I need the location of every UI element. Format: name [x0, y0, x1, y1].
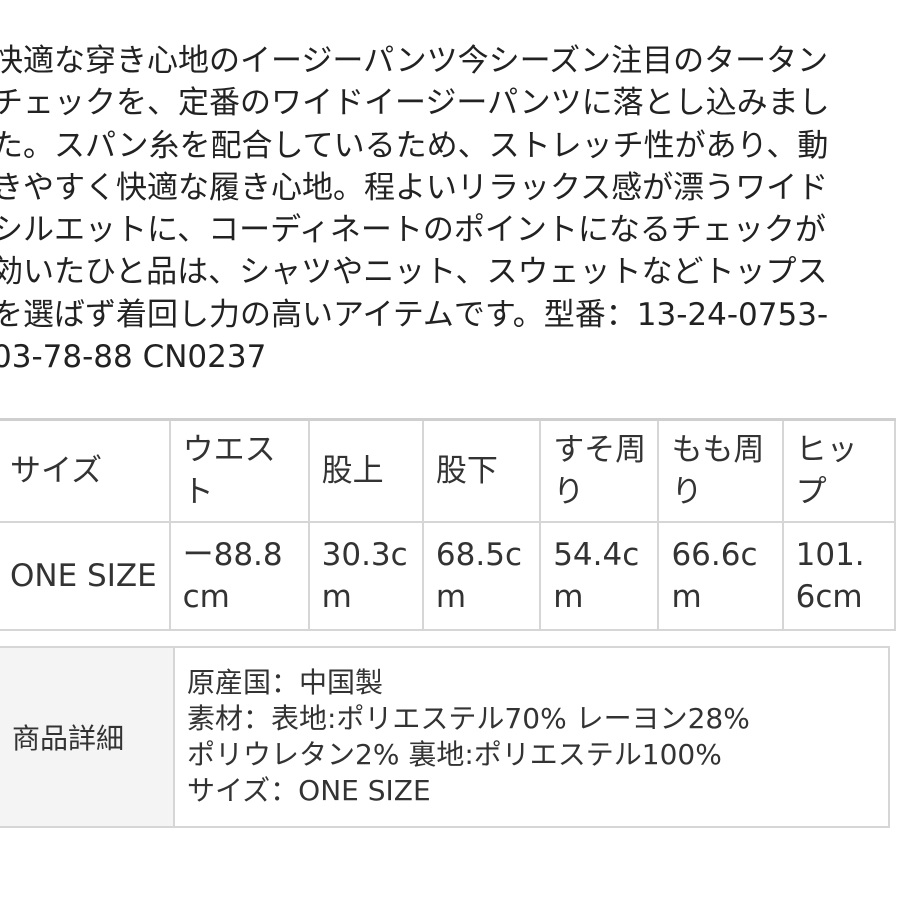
size-table: サイズ ウエスト 股上 股下 すそ周り もも周り ヒップ ONE SIZE ー88.8cm 30.… — [0, 418, 897, 631]
data-cell: 101.6cm — [781, 521, 897, 631]
description-line: シルエットに、コーディネートのポイントになるチェックが — [0, 212, 826, 249]
detail-row: 商品詳細 原産国：中国製 素材：表地:ポリエステル70% レーヨン28% ポリウレタ… — [0, 646, 890, 828]
data-cell: ONE SIZE — [0, 521, 171, 631]
header-cell: サイズ — [0, 418, 171, 523]
description-line: きやすく快適な履き心地。程よいリラックス感が漂うワイド — [0, 169, 829, 206]
header-row: サイズ ウエスト 股上 股下 すそ周り もも周り ヒップ — [0, 418, 897, 523]
data-cell: 54.4cm — [539, 521, 660, 631]
detail-table: 商品詳細 原産国：中国製 素材：表地:ポリエステル70% レーヨン28% ポリウレタ… — [0, 646, 890, 828]
data-cell: 30.3cm — [307, 521, 424, 631]
detail-content: 原産国：中国製 素材：表地:ポリエステル70% レーヨン28% ポリウレタン2% 裏… — [173, 646, 890, 828]
description-line: チェックを、定番のワイドイージーパンツに落とし込みまし — [0, 85, 830, 122]
description-line: 03-78-88 CN0237 — [0, 339, 267, 376]
data-cell: ー88.8cm — [168, 521, 310, 631]
detail-line: 原産国：中国製 — [187, 666, 384, 699]
description-line: を選ばず着回し力の高いアイテムです。型番：13-24-0753- — [0, 296, 829, 333]
header-cell: ウエスト — [168, 418, 310, 523]
description: 快適な穿き心地のイージーパンツ今シーズン注目のタータン チェックを、定番のワイドイ… — [0, 40, 900, 378]
detail-label: 商品詳細 — [0, 646, 175, 828]
header-cell: ヒップ — [781, 418, 897, 523]
header-cell: すそ周り — [539, 418, 660, 523]
data-row: ONE SIZE ー88.8cm 30.3cm 68.5cm 54.4cm 66.6cm 1… — [0, 521, 897, 631]
detail-line: ポリウレタン2% 裏地:ポリエステル100% — [187, 738, 722, 771]
header-cell: 股上 — [307, 418, 424, 523]
data-cell: 68.5cm — [421, 521, 542, 631]
detail-line: サイズ：ONE SIZE — [187, 774, 431, 807]
header-cell: もも周り — [657, 418, 784, 523]
detail-line: 素材：表地:ポリエステル70% レーヨン28% — [187, 702, 750, 735]
data-cell: 66.6cm — [657, 521, 784, 631]
header-cell: 股下 — [421, 418, 542, 523]
description-line: た。スパン糸を配合しているため、ストレッチ性があり、動 — [0, 127, 829, 164]
description-line: 効いたひと品は、シャツやニット、スウェットなどトップス — [0, 254, 828, 291]
description-line: 快適な穿き心地のイージーパンツ今シーズン注目のタータン — [0, 43, 829, 79]
